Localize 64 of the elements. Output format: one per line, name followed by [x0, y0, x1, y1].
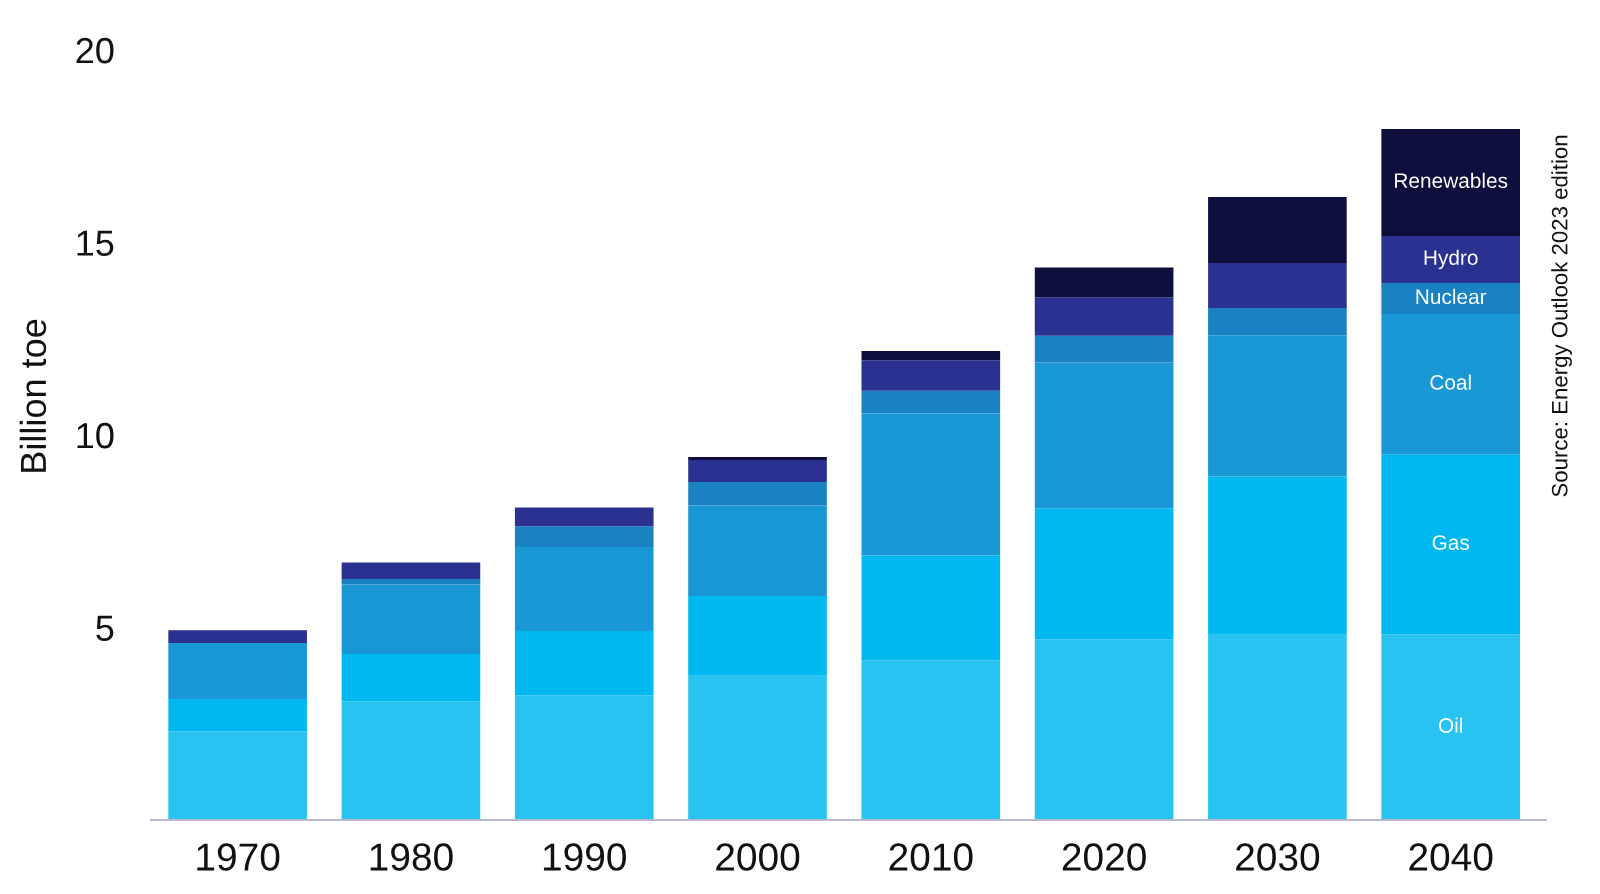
y-tick-label: 5	[96, 615, 114, 641]
bar	[688, 595, 827, 676]
bar	[1208, 335, 1347, 477]
bar	[688, 675, 827, 820]
bar	[1381, 128, 1521, 236]
bar	[861, 660, 1001, 820]
bar	[1034, 639, 1174, 820]
x-tick-label: 2040	[1409, 843, 1493, 871]
bar	[1208, 634, 1347, 820]
x-tick-label: 2020	[1062, 843, 1146, 871]
bar	[688, 456, 827, 461]
y-axis-title: Billion toe	[19, 319, 47, 472]
bar	[168, 731, 307, 820]
series-label: Gas	[1432, 535, 1470, 550]
x-tick-label: 2030	[1236, 843, 1320, 871]
bar	[1381, 282, 1521, 315]
x-tick-label: 2010	[889, 843, 973, 871]
series-label: Nuclear	[1416, 288, 1487, 305]
bar	[1034, 362, 1174, 509]
bar	[1381, 314, 1521, 455]
bar	[514, 526, 654, 548]
bar	[688, 505, 827, 596]
bar	[1208, 307, 1347, 336]
bar	[861, 351, 1001, 361]
bar	[1034, 335, 1174, 363]
series-label: Renewables	[1395, 172, 1508, 189]
bar	[688, 460, 827, 482]
bar	[514, 507, 654, 527]
bar	[1208, 476, 1347, 635]
y-tick-label: 20	[76, 37, 114, 64]
x-tick-label: 1990	[543, 843, 626, 871]
bar	[1381, 634, 1521, 820]
bar	[341, 584, 481, 655]
source-note: Source: Energy Outlook 2023 edition	[1551, 135, 1572, 497]
bar	[861, 390, 1001, 414]
bar	[514, 547, 654, 631]
bar	[341, 578, 481, 585]
x-tick-label: 1980	[370, 843, 453, 871]
bar	[1034, 508, 1174, 640]
bar	[168, 642, 307, 700]
bar	[341, 654, 481, 702]
bar	[1208, 262, 1347, 308]
bar	[688, 481, 827, 506]
bar	[1034, 297, 1174, 336]
bar	[1381, 235, 1521, 283]
bar	[1034, 267, 1174, 298]
bar	[861, 555, 1001, 661]
bar	[514, 630, 654, 696]
series-label: Hydro	[1424, 249, 1478, 270]
x-tick-label: 2000	[716, 843, 800, 871]
x-tick-label: 1970	[197, 843, 280, 871]
bar	[168, 699, 307, 732]
bar	[861, 413, 1001, 556]
series-label: Oil	[1438, 717, 1463, 733]
bar	[514, 695, 654, 820]
bar	[1208, 197, 1347, 263]
y-tick-label: 10	[77, 422, 114, 449]
series-label: Coal	[1430, 374, 1471, 390]
bar	[341, 562, 481, 579]
bar	[168, 630, 307, 643]
bar	[1381, 454, 1521, 635]
y-tick-label: 15	[77, 230, 114, 256]
bar	[341, 701, 481, 820]
bar	[861, 360, 1001, 391]
